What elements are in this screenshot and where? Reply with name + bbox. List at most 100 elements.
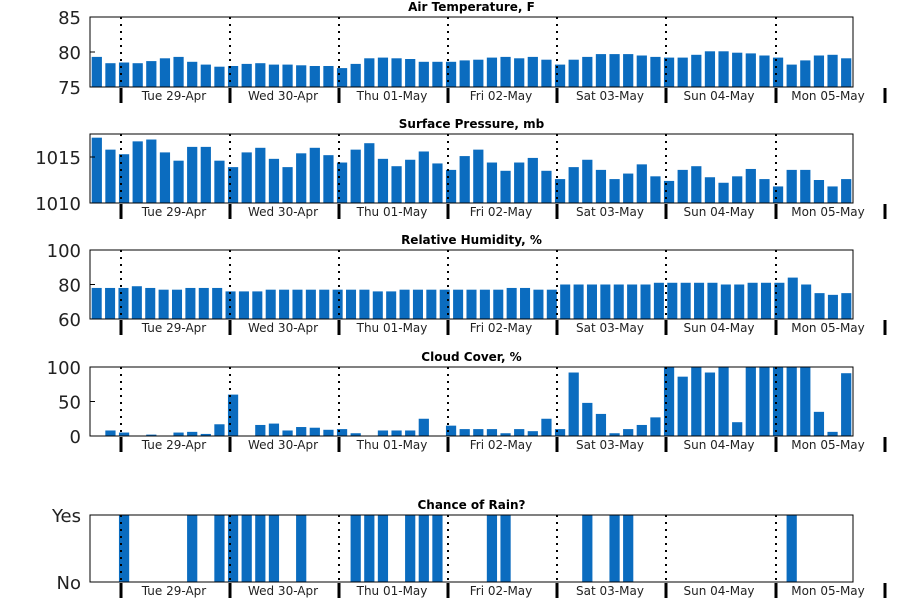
chart-4-xtick-label: Thu 01-May: [356, 438, 428, 452]
chart-2-bar: [677, 169, 688, 203]
chart-1-bar: [595, 54, 607, 87]
chart-1-bar: [691, 54, 702, 87]
chart-5-bar: [486, 515, 498, 582]
chart-4-bar: [691, 367, 702, 436]
chart-4-xtick-label: Mon 05-May: [791, 438, 865, 452]
chart-1-bar: [554, 64, 566, 87]
chart-1-bar: [445, 61, 457, 87]
chart-3-bar: [827, 294, 838, 319]
chart-1-bar: [582, 56, 593, 87]
chart-2-bar: [514, 162, 525, 203]
chart-3-bar: [734, 284, 745, 319]
chart-5-ytick-label: No: [57, 573, 81, 594]
chart-5-frame: [89, 514, 854, 583]
chart-2-xtick-label: Sun 04-May: [683, 205, 754, 219]
chart-1-xtick-label: Sat 03-May: [576, 89, 644, 103]
chart-3-bar: [600, 284, 611, 319]
chart-4-bar: [473, 429, 484, 436]
chart-1-bar: [459, 60, 470, 87]
chart-5-xtick-label: Wed 30-Apr: [248, 584, 318, 598]
chart-5-title: Chance of Rain?: [417, 498, 525, 512]
chart-4-bar: [336, 429, 348, 436]
chart-4-bar: [105, 430, 116, 436]
chart-1-bar: [473, 59, 484, 87]
chart-1-xtick-label: Mon 05-May: [791, 89, 865, 103]
chart-1-bar: [500, 56, 511, 87]
chart-1-xtick-label: Thu 01-May: [356, 89, 428, 103]
chart-5-xtick-label: Fri 02-May: [470, 584, 533, 598]
chart-3-xtick-label: Wed 30-Apr: [248, 321, 318, 335]
chart-3-bar: [372, 291, 383, 319]
chart-4-bar: [227, 394, 239, 436]
chart-2-frame: [89, 133, 854, 204]
chart-3-bar: [252, 291, 263, 319]
chart-2-bar: [527, 157, 538, 203]
chart-3-bar: [212, 287, 223, 319]
chart-5-xtick-label: Sun 04-May: [683, 584, 754, 598]
chart-3-bar: [105, 287, 116, 319]
chart-1-bar: [786, 64, 797, 87]
chart-3-bar: [453, 289, 464, 319]
chart-3-bar: [546, 289, 557, 319]
chart-1-xtick-label: Fri 02-May: [470, 89, 533, 103]
chart-1-xtick-label: Sun 04-May: [683, 89, 754, 103]
chart-2-xtick-label: Sat 03-May: [576, 205, 644, 219]
chart-4-bar: [391, 430, 402, 436]
chart-1-xtick-label: Tue 29-Apr: [141, 89, 206, 103]
chart-2-bar: [486, 162, 498, 203]
chart-3-bar: [171, 289, 183, 319]
chart-3-bar: [694, 282, 705, 319]
chart-4-bar: [650, 417, 661, 436]
chart-2-bar: [582, 159, 593, 203]
chart-1-bar: [527, 56, 538, 87]
chart-2-bar: [200, 146, 211, 203]
chart-3-bar: [640, 284, 651, 319]
chart-1-bar: [718, 51, 729, 87]
chart-1-bar: [827, 54, 838, 87]
chart-2-bar: [146, 139, 157, 203]
chart-4-bar: [554, 429, 566, 436]
chart-5-bar: [350, 515, 361, 582]
chart-2-bar: [623, 173, 634, 203]
chart-4-ytick-label: 50: [58, 393, 81, 414]
chart-1-ytick-label: 85: [58, 8, 81, 29]
chart-2-bar: [336, 162, 348, 203]
chart-5-bar: [118, 515, 130, 582]
chart-1-bar: [800, 60, 811, 87]
chart-4-bar: [377, 430, 389, 436]
chart-1-bar: [187, 61, 198, 87]
chart-1-bar: [173, 56, 184, 87]
chart-1-bar: [391, 58, 402, 87]
chart-3-bar: [412, 289, 423, 319]
chart-2-bar: [309, 147, 320, 203]
chart-2-ytick-label: 1015: [35, 148, 81, 169]
chart-4-bar: [772, 367, 784, 436]
chart-2-xtick-label: Thu 01-May: [356, 205, 428, 219]
chart-1-bar: [650, 56, 661, 87]
chart-4-bar: [841, 373, 852, 436]
chart-5-bar: [214, 515, 225, 582]
chart-2-bar: [609, 179, 620, 203]
chart-3-bar: [426, 289, 437, 319]
chart-4-bar: [759, 367, 770, 436]
chart-2-bar: [595, 169, 607, 203]
chart-2-bar: [132, 141, 143, 203]
chart-1-bar: [704, 51, 716, 87]
chart-1-bar: [350, 63, 361, 87]
chart-2-bar: [445, 169, 457, 203]
chart-2-bar: [91, 137, 102, 203]
chart-4-xtick-label: Tue 29-Apr: [141, 438, 206, 452]
chart-4-xtick-label: Sat 03-May: [576, 438, 644, 452]
chart-5-bar: [582, 515, 593, 582]
chart-1-bar: [486, 57, 498, 87]
chart-3-bar: [653, 282, 664, 319]
chart-2-bar: [405, 159, 416, 203]
chart-4-bar: [405, 430, 416, 436]
chart-3-bar: [493, 289, 504, 319]
chart-2-bar: [554, 179, 566, 203]
chart-1-bar: [432, 61, 443, 87]
chart-1-bar: [282, 64, 293, 87]
chart-4-xtick-label: Fri 02-May: [470, 438, 533, 452]
chart-1-bar: [418, 61, 429, 87]
